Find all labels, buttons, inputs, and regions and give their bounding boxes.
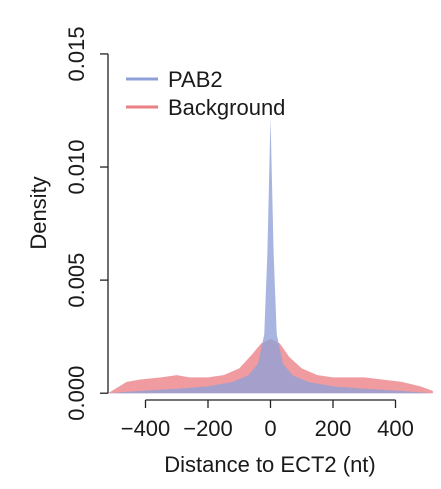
legend-label-pab2: PAB2: [168, 67, 223, 92]
y-tick-label: 0.015: [64, 26, 89, 81]
plot-area: [108, 117, 433, 394]
x-tick-label: −400: [121, 416, 171, 441]
x-tick-label: −200: [183, 416, 233, 441]
y-tick-label: 0.000: [64, 366, 89, 421]
x-tick-label: 400: [377, 416, 414, 441]
legend: PAB2 Background: [126, 67, 285, 120]
y-tick-label: 0.005: [64, 253, 89, 308]
y-axis-label: Density: [26, 176, 51, 249]
series-area-pab2: [108, 117, 433, 394]
y-tick-label: 0.010: [64, 139, 89, 194]
axes: 0.000 0.005 0.010 0.015 −400 −200 0 200 400: [64, 26, 414, 441]
x-tick-label: 200: [315, 416, 352, 441]
x-axis-label: Distance to ECT2 (nt): [164, 452, 376, 477]
legend-label-background: Background: [168, 95, 285, 120]
x-tick-label: 0: [264, 416, 276, 441]
